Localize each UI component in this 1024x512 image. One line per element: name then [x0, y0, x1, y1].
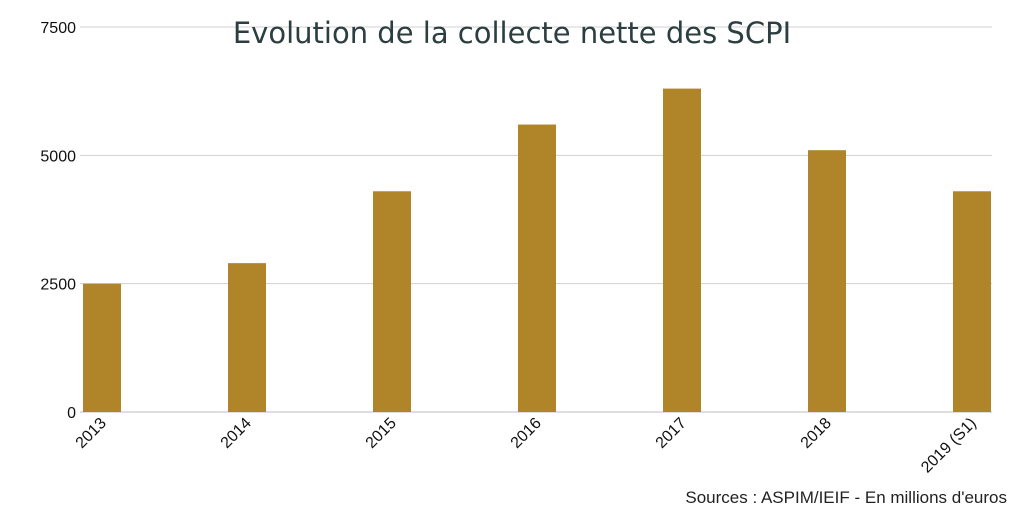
x-tick-label: 2017 [653, 415, 690, 452]
bar-2016 [518, 124, 556, 413]
y-tick-label: 7500 [40, 20, 76, 37]
y-axis-ticks: 0 2500 5000 7500 [40, 20, 76, 422]
bar-2014 [228, 263, 266, 412]
bar-2017 [663, 88, 701, 412]
y-tick-label: 2500 [40, 277, 76, 294]
source-note: Sources : ASPIM/IEIF - En millions d'eur… [685, 488, 1007, 507]
x-axis-labels: 2013 2014 2015 2016 2017 2018 2019 (S1) [73, 415, 980, 477]
x-tick-label: 2019 (S1) [918, 415, 980, 477]
chart-title: Evolution de la collecte nette des SCPI [233, 16, 791, 50]
x-tick-label: 2015 [363, 415, 400, 452]
x-tick-label: 2013 [73, 415, 110, 452]
bar-2015 [373, 191, 411, 412]
x-tick-label: 2016 [508, 415, 545, 452]
y-tick-label: 5000 [40, 148, 76, 165]
bar-2018 [808, 150, 846, 412]
bars [83, 88, 991, 413]
bar-2013 [83, 283, 121, 412]
x-tick-label: 2018 [798, 415, 835, 452]
x-tick-label: 2014 [218, 415, 255, 452]
y-tick-label: 0 [67, 405, 76, 422]
bar-2019 (S1) [953, 191, 991, 412]
